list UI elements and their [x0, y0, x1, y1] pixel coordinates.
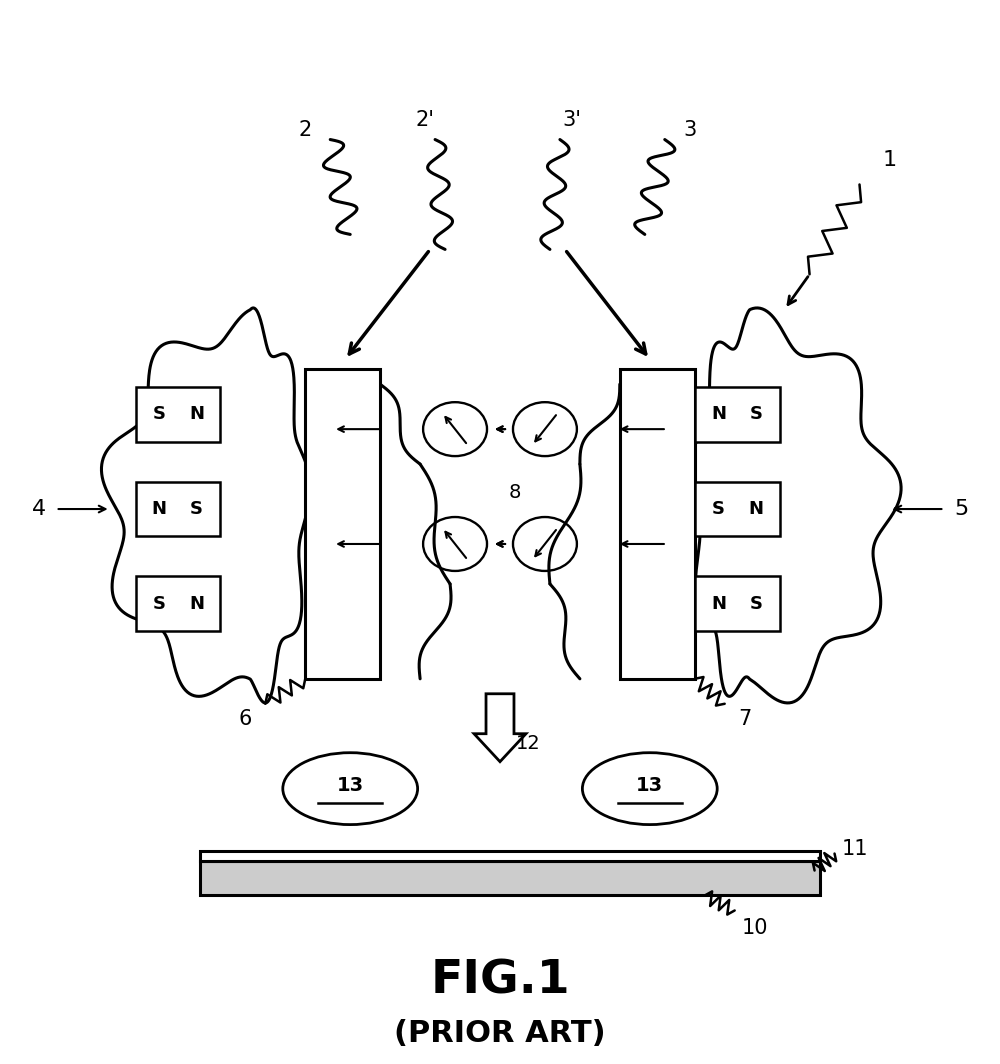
Text: 5: 5 [954, 499, 968, 519]
Ellipse shape [582, 752, 717, 825]
Text: S: S [749, 405, 762, 423]
Ellipse shape [283, 752, 418, 825]
Text: N: N [711, 405, 726, 423]
Text: N: N [189, 405, 204, 423]
Bar [136, 482, 220, 536]
Text: S: S [153, 595, 166, 613]
Text: 2': 2' [416, 110, 435, 130]
Text: N: N [748, 500, 763, 518]
Text: 4: 4 [32, 499, 46, 519]
Text: 13: 13 [337, 776, 364, 795]
Text: 13: 13 [636, 776, 663, 795]
Text: N: N [711, 595, 726, 613]
Bar [136, 577, 220, 631]
Text: 12: 12 [516, 734, 540, 753]
Text: S: S [153, 405, 166, 423]
Text: S: S [749, 595, 762, 613]
Bar [620, 369, 695, 679]
Text: 8: 8 [509, 483, 521, 501]
Text: 11: 11 [841, 838, 868, 859]
Text: N: N [189, 595, 204, 613]
Text: 10: 10 [741, 918, 768, 938]
Text: 6: 6 [239, 709, 252, 729]
Bar [136, 386, 220, 442]
Bar [200, 861, 820, 896]
Text: FIG.1: FIG.1 [430, 959, 570, 1003]
Text: 3: 3 [683, 119, 696, 139]
Bar [305, 369, 380, 679]
Text: 3': 3' [562, 110, 581, 130]
Text: S: S [190, 500, 203, 518]
Bar [695, 577, 780, 631]
Text: S: S [712, 500, 725, 518]
Text: 1: 1 [882, 150, 897, 169]
Bar [695, 482, 780, 536]
Text: (PRIOR ART): (PRIOR ART) [394, 1019, 606, 1048]
Text: N: N [152, 500, 167, 518]
Text: 7: 7 [738, 709, 751, 729]
FancyArrow shape [474, 694, 526, 762]
Bar [695, 386, 780, 442]
Text: 2: 2 [299, 119, 312, 139]
Bar [200, 850, 820, 861]
